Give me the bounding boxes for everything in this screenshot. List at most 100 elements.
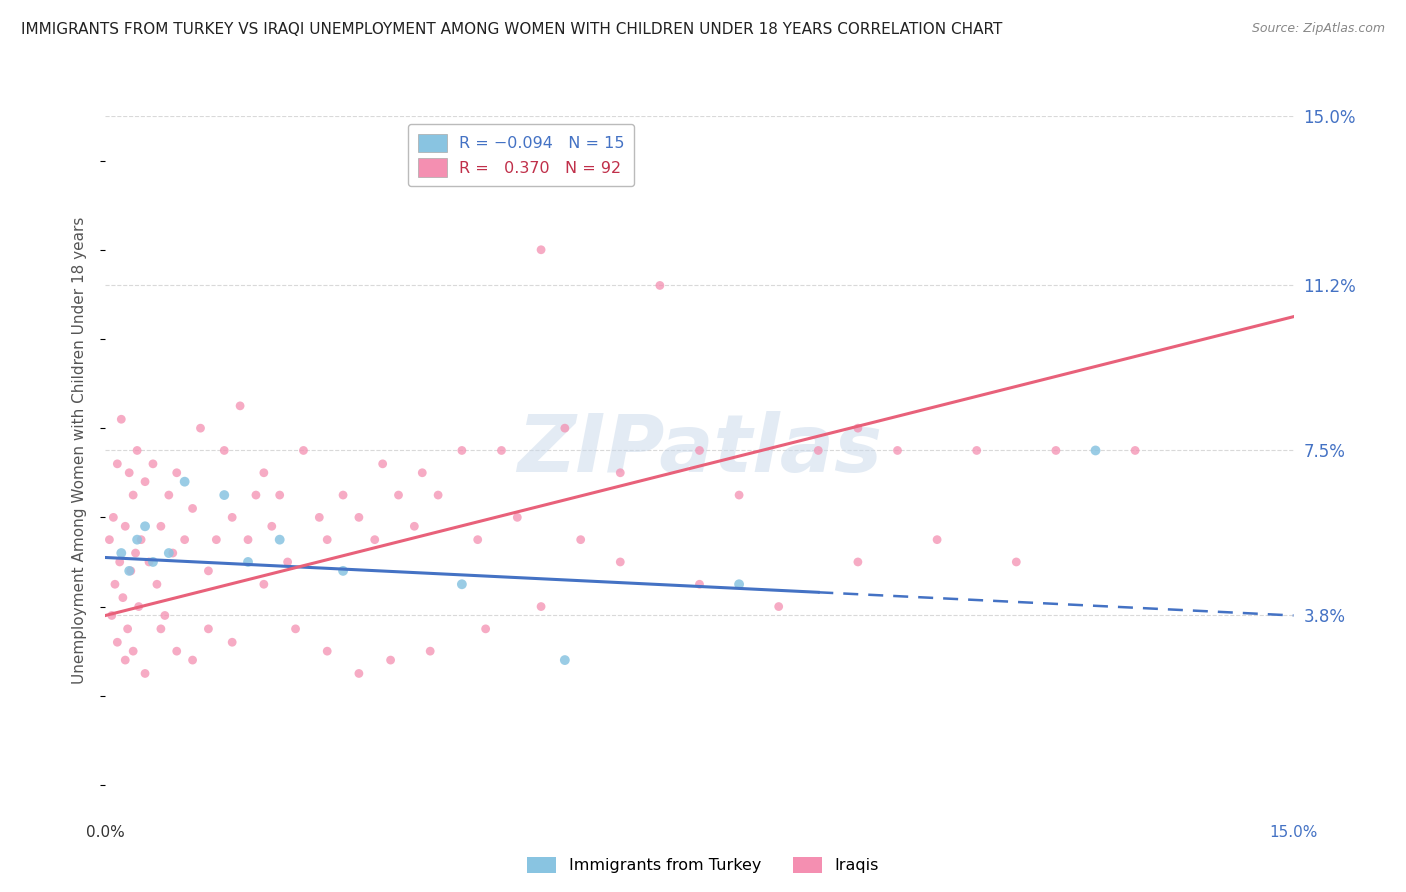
Point xyxy=(427,488,450,502)
Point xyxy=(142,555,165,569)
Point xyxy=(846,421,869,435)
Point xyxy=(768,599,790,614)
Point xyxy=(474,622,496,636)
Point xyxy=(450,577,472,591)
Point xyxy=(103,510,125,524)
Point xyxy=(173,475,195,489)
Point xyxy=(128,599,150,614)
Point xyxy=(1045,443,1067,458)
Point xyxy=(284,622,307,636)
Point xyxy=(127,533,149,547)
Point xyxy=(197,564,219,578)
Point xyxy=(146,577,169,591)
Point xyxy=(149,622,172,636)
Point xyxy=(332,564,354,578)
Point xyxy=(157,546,180,560)
Point xyxy=(122,488,145,502)
Point xyxy=(277,555,299,569)
Point xyxy=(569,533,592,547)
Point xyxy=(134,519,156,533)
Point xyxy=(419,644,441,658)
Point xyxy=(105,457,128,471)
Point xyxy=(114,653,136,667)
Point xyxy=(98,533,121,547)
Point xyxy=(221,510,243,524)
Point xyxy=(134,475,156,489)
Point xyxy=(371,457,394,471)
Point xyxy=(162,546,184,560)
Point xyxy=(157,488,180,502)
Point xyxy=(1005,555,1028,569)
Point xyxy=(245,488,267,502)
Point xyxy=(506,510,529,524)
Point xyxy=(467,533,489,547)
Point xyxy=(229,399,252,413)
Point xyxy=(190,421,212,435)
Legend: R = −0.094   N = 15, R =   0.370   N = 92: R = −0.094 N = 15, R = 0.370 N = 92 xyxy=(408,124,634,186)
Point xyxy=(108,555,131,569)
Point xyxy=(253,577,276,591)
Point xyxy=(105,635,128,649)
Point xyxy=(846,555,869,569)
Point xyxy=(609,466,631,480)
Point xyxy=(122,644,145,658)
Point xyxy=(214,443,236,458)
Point xyxy=(153,608,176,623)
Point xyxy=(689,443,711,458)
Point xyxy=(134,666,156,681)
Point xyxy=(332,488,354,502)
Point xyxy=(554,421,576,435)
Point xyxy=(411,466,433,480)
Point xyxy=(807,443,830,458)
Point xyxy=(138,555,160,569)
Point xyxy=(380,653,402,667)
Point xyxy=(181,653,204,667)
Point xyxy=(221,635,243,649)
Point xyxy=(292,443,315,458)
Point xyxy=(1123,443,1146,458)
Text: 15.0%: 15.0% xyxy=(1270,825,1317,840)
Point xyxy=(142,457,165,471)
Point xyxy=(886,443,908,458)
Point xyxy=(129,533,152,547)
Point xyxy=(101,608,124,623)
Text: ZIPatlas: ZIPatlas xyxy=(517,411,882,490)
Point xyxy=(120,564,142,578)
Point xyxy=(728,488,751,502)
Point xyxy=(316,533,339,547)
Y-axis label: Unemployment Among Women with Children Under 18 years: Unemployment Among Women with Children U… xyxy=(72,217,87,684)
Point xyxy=(364,533,387,547)
Point xyxy=(166,466,188,480)
Point xyxy=(347,510,370,524)
Point xyxy=(491,443,513,458)
Point xyxy=(214,488,236,502)
Point xyxy=(648,278,671,293)
Point xyxy=(149,519,172,533)
Text: IMMIGRANTS FROM TURKEY VS IRAQI UNEMPLOYMENT AMONG WOMEN WITH CHILDREN UNDER 18 : IMMIGRANTS FROM TURKEY VS IRAQI UNEMPLOY… xyxy=(21,22,1002,37)
Point xyxy=(118,466,141,480)
Legend: Immigrants from Turkey, Iraqis: Immigrants from Turkey, Iraqis xyxy=(520,850,886,880)
Point xyxy=(530,599,553,614)
Point xyxy=(173,533,195,547)
Point xyxy=(450,443,472,458)
Text: Source: ZipAtlas.com: Source: ZipAtlas.com xyxy=(1251,22,1385,36)
Point xyxy=(166,644,188,658)
Point xyxy=(404,519,426,533)
Point xyxy=(1084,443,1107,458)
Point xyxy=(689,577,711,591)
Text: 0.0%: 0.0% xyxy=(86,825,125,840)
Point xyxy=(316,644,339,658)
Point xyxy=(530,243,553,257)
Point xyxy=(118,564,141,578)
Point xyxy=(110,546,132,560)
Point xyxy=(387,488,409,502)
Point xyxy=(609,555,631,569)
Point xyxy=(236,533,259,547)
Point xyxy=(554,653,576,667)
Point xyxy=(181,501,204,516)
Point xyxy=(114,519,136,533)
Point xyxy=(197,622,219,636)
Point xyxy=(347,666,370,681)
Point xyxy=(728,577,751,591)
Point xyxy=(236,555,259,569)
